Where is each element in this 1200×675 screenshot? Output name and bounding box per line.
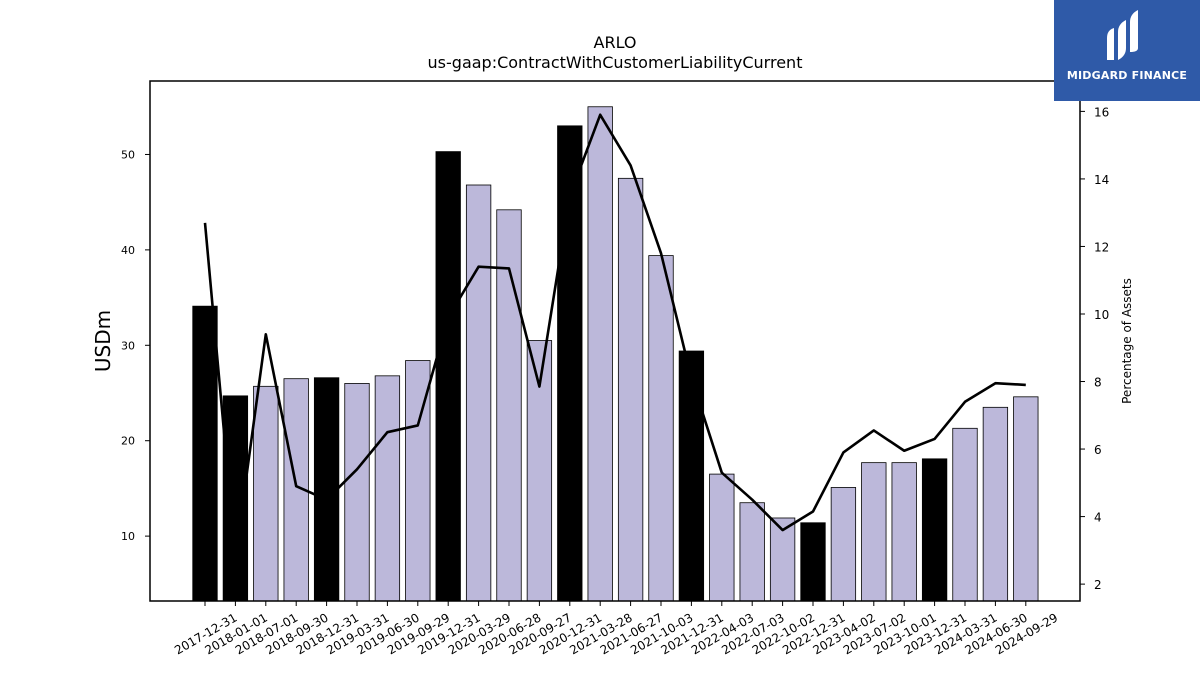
y-tick-label: 10 [121, 530, 135, 543]
right-axis-ticks: 2 4 6 8 10 12 14 16 [1080, 105, 1109, 592]
bar [648, 255, 674, 602]
y-tick-right-label: 10 [1094, 308, 1109, 322]
y-tick-right-label: 6 [1094, 443, 1102, 457]
chart-title: ARLO [594, 33, 637, 52]
y-tick-label: 20 [121, 435, 135, 448]
bar [891, 462, 917, 602]
line-group [203, 113, 1026, 559]
bar [921, 458, 948, 602]
y-axis-label: USDm [91, 310, 115, 372]
y-tick-label: 40 [121, 244, 135, 257]
bar [192, 305, 218, 602]
y-tick-right-label: 2 [1094, 578, 1102, 592]
y-tick-right-label: 8 [1094, 376, 1102, 390]
bar [678, 350, 705, 602]
bar [374, 375, 401, 602]
left-axis-ticks: 10 20 30 40 50 [121, 148, 150, 543]
x-axis-ticks: 2017-12-312018-01-012018-07-012018-09-30… [172, 601, 1060, 657]
bar [617, 177, 644, 602]
y-tick-right-label: 12 [1094, 240, 1109, 254]
bar [1013, 396, 1039, 602]
y-tick-label: 50 [121, 148, 135, 161]
chart-subtitle: us-gaap:ContractWithCustomerLiabilityCur… [428, 53, 803, 72]
y-tick-label: 30 [121, 339, 135, 352]
bar [253, 385, 279, 602]
bar [709, 473, 735, 602]
bar [739, 502, 765, 602]
y-axis-label-right: Percentage of Assets [1120, 278, 1134, 404]
y-tick-right-label: 14 [1094, 173, 1109, 187]
bar [769, 517, 796, 602]
bar [830, 487, 857, 602]
bar [982, 406, 1009, 602]
bar [587, 106, 613, 602]
bar [313, 377, 340, 602]
y-tick-right-label: 16 [1094, 105, 1109, 119]
bar [861, 462, 887, 602]
logo-text: MIDGARD FINANCE [1066, 69, 1188, 82]
bar [344, 383, 370, 602]
bar [952, 427, 978, 602]
bar [465, 184, 492, 602]
bar [800, 522, 826, 602]
bar-group [192, 106, 1039, 602]
bar [435, 151, 461, 602]
y-tick-right-label: 4 [1094, 511, 1102, 525]
logo-mark-icon [1107, 10, 1138, 60]
line-series [203, 113, 1026, 559]
brand-logo: MIDGARD FINANCE [1054, 0, 1200, 101]
plot-frame [149, 80, 1081, 602]
